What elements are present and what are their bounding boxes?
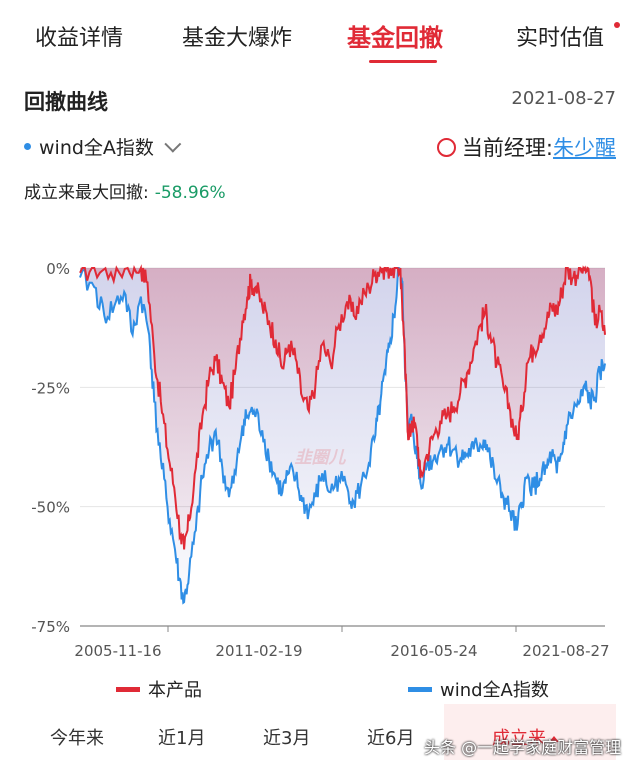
period-1m[interactable]: 近1月 <box>158 728 206 749</box>
legend-product[interactable]: 本产品 <box>116 676 202 702</box>
manager-name-link[interactable]: 朱少醒 <box>553 136 616 160</box>
tab-fund-drawdown[interactable]: 基金回撤 <box>347 24 443 52</box>
y-tick-label: 0% <box>46 260 70 278</box>
x-tick-label: 2021-08-27 <box>522 642 609 660</box>
y-tick-label: -75% <box>31 618 70 636</box>
max-drawdown: 成立来最大回撤: -58.96% <box>24 178 226 203</box>
x-axis-ticks: 2005-11-16 2011-02-19 2016-05-24 2021-08-27 <box>74 626 610 660</box>
circle-icon <box>436 137 456 157</box>
y-tick-label: -50% <box>31 499 70 517</box>
max-drawdown-label: 成立来最大回撤: <box>24 183 149 203</box>
chart-watermark: 韭圈儿 <box>295 448 347 468</box>
product-line <box>79 264 606 550</box>
x-tick-label: 2005-11-16 <box>74 642 161 660</box>
legend-benchmark-swatch <box>408 686 432 692</box>
active-period-background <box>444 704 616 760</box>
y-axis-ticks: 0% -25% -50% -75% <box>31 260 70 636</box>
period-6m[interactable]: 近6月 <box>367 728 415 749</box>
sort-up-icon <box>549 736 559 742</box>
tab-earnings-detail[interactable]: 收益详情 <box>35 26 124 51</box>
x-tick-label: 2011-02-19 <box>215 642 302 660</box>
period-since-inception-label: 成立来 <box>492 728 546 749</box>
y-tick-label: -25% <box>31 379 70 397</box>
period-ytd[interactable]: 今年来 <box>50 728 104 749</box>
drawdown-chart: 韭圈儿 0%-25%-50%-75% 2005-11-16 2011-02-19 2… <box>31 260 610 660</box>
notification-dot <box>614 22 620 28</box>
x-tick-label: 2016-05-24 <box>390 642 477 660</box>
legend-product-label: 本产品 <box>148 680 202 701</box>
legend-product-swatch <box>116 686 140 692</box>
date-label: 2021-08-27 <box>511 88 616 109</box>
benchmark-line <box>79 267 606 605</box>
active-tab-indicator <box>369 60 437 63</box>
period-selector: 今年来 近1月 近3月 近6月 成立来 <box>0 704 640 760</box>
benchmark-dot-icon <box>24 143 31 150</box>
benchmark-label: wind全A指数 <box>39 137 154 159</box>
manager-info: 当前经理: 朱少醒 <box>436 132 616 162</box>
benchmark-selector[interactable]: wind全A指数 <box>24 133 182 160</box>
product-area <box>80 268 605 550</box>
period-since-inception[interactable]: 成立来 <box>492 724 559 750</box>
legend-benchmark-label: wind全A指数 <box>440 680 549 701</box>
legend-benchmark[interactable]: wind全A指数 <box>408 676 549 702</box>
section-title: 回撤曲线 <box>24 90 108 114</box>
top-tabs: 收益详情 基金大爆炸 基金回撤 实时估值 <box>0 0 640 64</box>
tab-realtime-estimate[interactable]: 实时估值 <box>516 26 605 51</box>
max-drawdown-value: -58.96% <box>154 183 226 203</box>
manager-label: 当前经理: <box>461 136 553 160</box>
period-3m[interactable]: 近3月 <box>263 728 311 749</box>
watermark: 头条 @一起学家庭财富管理 <box>424 738 622 757</box>
chevron-down-icon <box>164 135 182 153</box>
tab-fund-explosion[interactable]: 基金大爆炸 <box>182 26 293 51</box>
